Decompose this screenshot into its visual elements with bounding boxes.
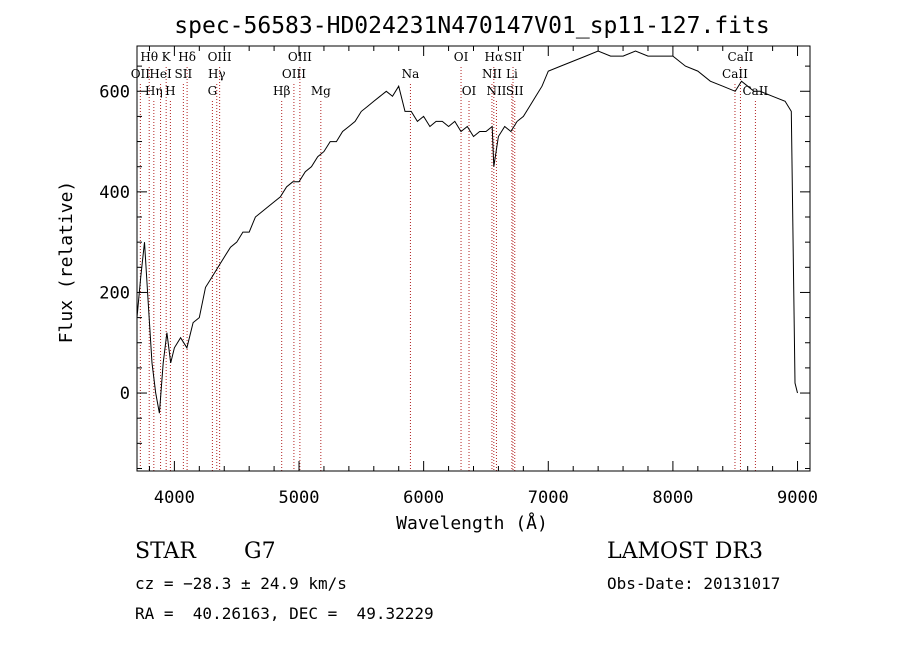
- spectrum-line: [136, 50, 798, 414]
- line-marker-label: Hδ: [178, 50, 196, 64]
- line-marker-label: OI: [454, 50, 469, 64]
- line-marker-label: HeI: [149, 67, 172, 81]
- line-marker-label: Mg: [311, 84, 331, 98]
- line-marker-label: Hθ: [140, 50, 158, 64]
- object-class: STAR: [135, 539, 196, 564]
- line-marker-label: Hβ: [273, 84, 290, 98]
- y-tick-label: 0: [120, 384, 130, 404]
- line-marker-label: Na: [402, 67, 420, 81]
- line-marker-group: [139, 67, 756, 471]
- x-tick-label: 5000: [279, 488, 320, 508]
- x-tick-label: 4000: [154, 488, 195, 508]
- line-marker-label: OI: [462, 84, 477, 98]
- line-label-group: Hθ OII Hη K HeI H Hδ SII OIII Hγ G Hβ OIII OIII Mg Na OI…: [131, 50, 769, 98]
- line-marker-label: NII: [482, 67, 502, 81]
- obs-date: Obs-Date: 20131017: [607, 574, 781, 593]
- line-marker-label: CaII: [722, 67, 748, 81]
- chart-title: spec-56583-HD024231N470147V01_sp11-127.f…: [174, 13, 769, 39]
- line-marker-label: Hα: [485, 50, 504, 64]
- line-marker-label: CaII: [728, 50, 754, 64]
- line-marker-label: NII: [486, 84, 506, 98]
- line-marker-label: OIII: [208, 50, 232, 64]
- line-marker-label: OIII: [288, 50, 312, 64]
- line-marker-label: OIII: [282, 67, 306, 81]
- survey-name: LAMOST DR3: [607, 539, 763, 564]
- x-tick-label: 6000: [403, 488, 444, 508]
- y-tick-label: 200: [99, 283, 130, 303]
- y-axis-label: Flux (relative): [56, 181, 77, 344]
- line-marker-label: K: [162, 50, 172, 64]
- line-marker-label: SII: [506, 84, 524, 98]
- line-marker-label: H: [165, 84, 175, 98]
- x-tick-label: 7000: [528, 488, 569, 508]
- y-tick-label: 400: [99, 183, 130, 203]
- plot-frame: [136, 45, 811, 472]
- x-axis-label: Wavelength (Å): [396, 512, 548, 534]
- line-marker-label: SII: [175, 67, 193, 81]
- redshift-readout: cz = −28.3 ± 24.9 km/s: [135, 574, 347, 593]
- x-tick-label: 9000: [777, 488, 818, 508]
- y-tick-label: 600: [99, 82, 130, 102]
- line-marker-label: Hη: [145, 84, 163, 98]
- x-tick-label: 8000: [652, 488, 693, 508]
- line-marker-label: Li: [506, 67, 518, 81]
- line-marker-label: G: [208, 84, 218, 98]
- coordinates: RA = 40.26163, DEC = 49.32229: [135, 604, 434, 623]
- line-marker-label: SII: [504, 50, 522, 64]
- line-marker-label: OII: [131, 67, 151, 81]
- spectral-subclass: G7: [244, 539, 276, 564]
- y-axis-ticks: 0 200 400 600: [99, 65, 810, 469]
- line-marker-label: Hγ: [208, 67, 226, 81]
- x-axis-ticks: 4000 5000 6000 7000 8000 9000: [148, 46, 818, 508]
